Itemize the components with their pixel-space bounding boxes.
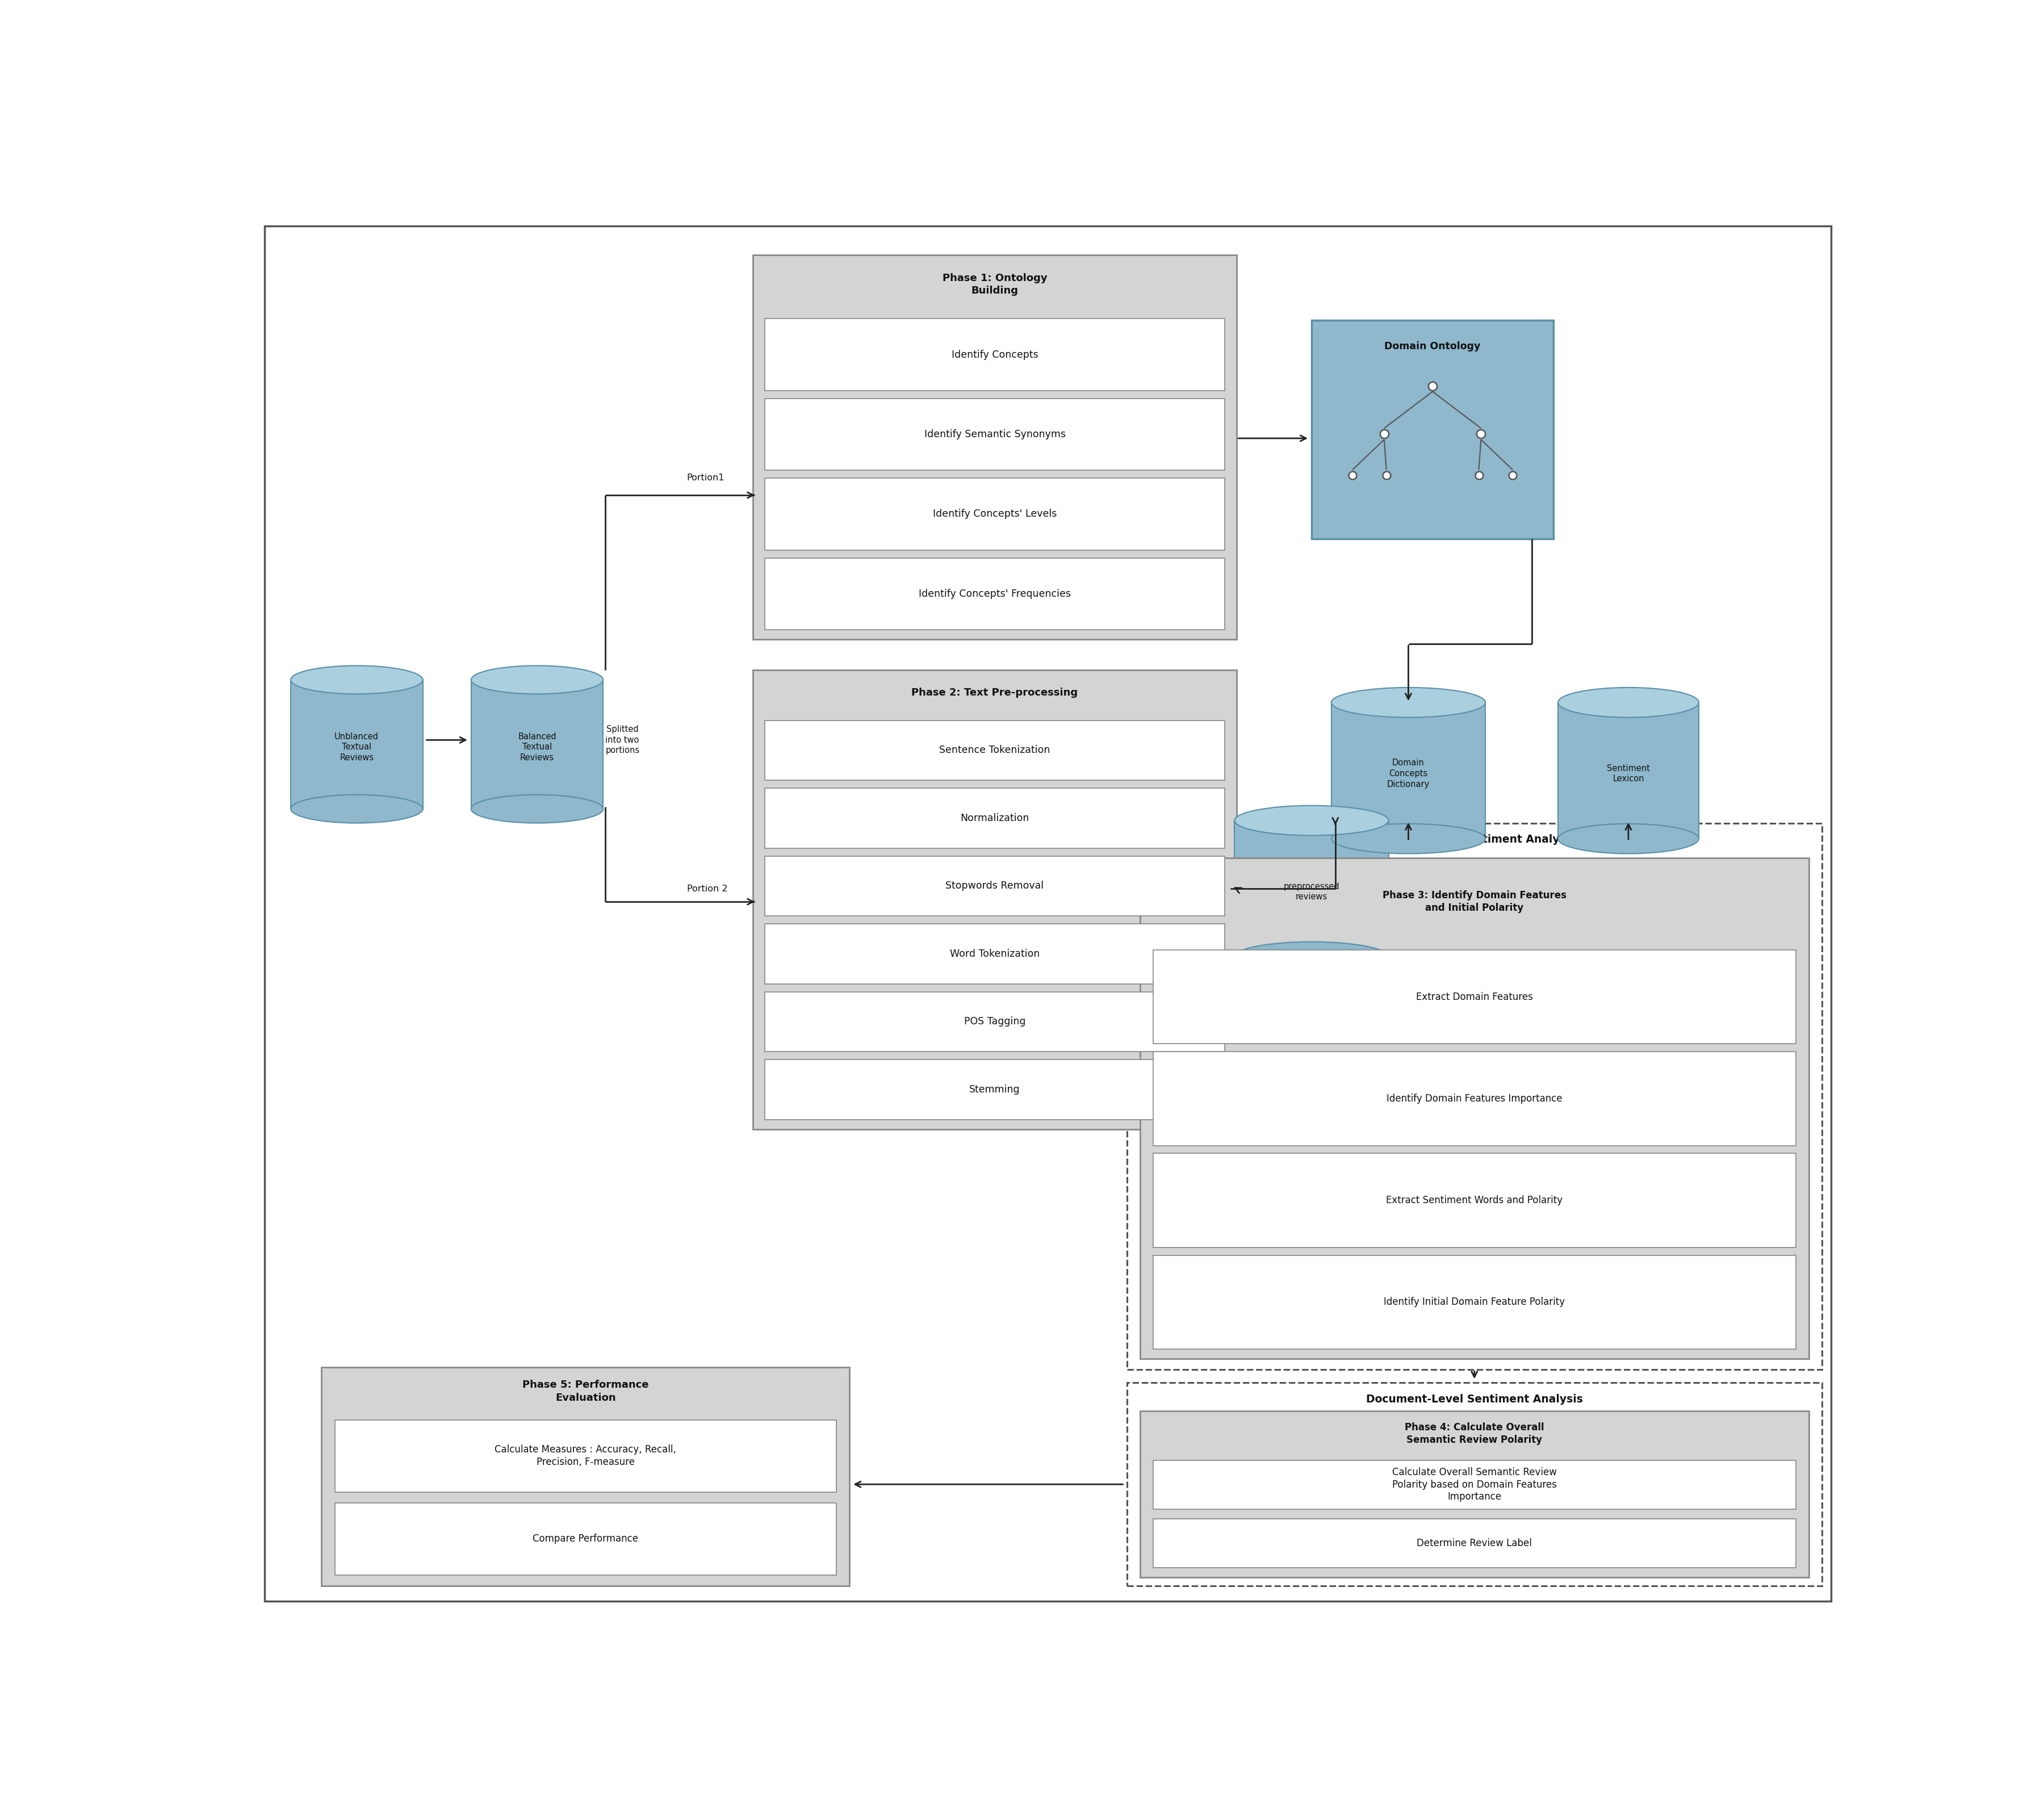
Text: Domain Ontology: Domain Ontology	[1384, 342, 1480, 351]
Bar	[1331, 702, 1486, 839]
Text: Unblanced
Textual
Reviews: Unblanced Textual Reviews	[335, 733, 378, 762]
Text: Domain
Concepts
Dictionary: Domain Concepts Dictionary	[1388, 758, 1429, 789]
Ellipse shape	[1331, 823, 1486, 854]
Bar	[1235, 821, 1388, 957]
Bar	[470, 680, 603, 809]
FancyBboxPatch shape	[1126, 1382, 1821, 1586]
Text: Calculate Measures : Accuracy, Recall,
Precision, F-measure: Calculate Measures : Accuracy, Recall, P…	[495, 1445, 677, 1467]
FancyBboxPatch shape	[335, 1420, 836, 1492]
Text: Compare Performance: Compare Performance	[533, 1534, 638, 1545]
Text: Normalization: Normalization	[961, 812, 1030, 823]
FancyBboxPatch shape	[1153, 1255, 1795, 1350]
Text: Sentiment
Lexicon: Sentiment Lexicon	[1607, 763, 1650, 783]
FancyBboxPatch shape	[1141, 1411, 1809, 1577]
FancyBboxPatch shape	[335, 1503, 836, 1576]
Ellipse shape	[1235, 805, 1388, 836]
Ellipse shape	[470, 794, 603, 823]
Text: Identify Concepts' Frequencies: Identify Concepts' Frequencies	[918, 588, 1071, 599]
FancyBboxPatch shape	[764, 478, 1224, 550]
Text: Identify Concepts' Levels: Identify Concepts' Levels	[932, 508, 1057, 519]
Ellipse shape	[1235, 942, 1388, 971]
Text: Portion1: Portion1	[687, 474, 724, 481]
Ellipse shape	[470, 666, 603, 695]
Text: Document-Level Sentiment Analysis: Document-Level Sentiment Analysis	[1365, 1395, 1582, 1404]
FancyBboxPatch shape	[1153, 1460, 1795, 1509]
Text: Determine Review Label: Determine Review Label	[1416, 1538, 1531, 1549]
FancyBboxPatch shape	[764, 789, 1224, 848]
Ellipse shape	[1558, 823, 1699, 854]
FancyBboxPatch shape	[1312, 320, 1553, 539]
Text: Extract Sentiment Words and Polarity: Extract Sentiment Words and Polarity	[1386, 1196, 1564, 1205]
FancyBboxPatch shape	[764, 991, 1224, 1051]
Text: Splitted
into two
portions: Splitted into two portions	[605, 725, 640, 754]
Text: Word Tokenization: Word Tokenization	[950, 948, 1040, 959]
Ellipse shape	[1558, 687, 1699, 718]
Text: Phase 5: Performance
Evaluation: Phase 5: Performance Evaluation	[523, 1380, 648, 1402]
Ellipse shape	[290, 666, 423, 695]
Text: Phase 2: Text Pre-processing: Phase 2: Text Pre-processing	[912, 687, 1077, 698]
Text: Phase 4: Calculate Overall
Semantic Review Polarity: Phase 4: Calculate Overall Semantic Revi…	[1404, 1422, 1543, 1445]
Text: Portion 2: Portion 2	[687, 885, 728, 894]
Text: preprocessed
reviews: preprocessed reviews	[1284, 883, 1339, 901]
Text: Feature-Level Sentiment Analysis: Feature-Level Sentiment Analysis	[1374, 834, 1576, 845]
Text: Balanced
Textual
Reviews: Balanced Textual Reviews	[517, 733, 556, 762]
FancyBboxPatch shape	[1153, 1051, 1795, 1145]
Bar	[1558, 702, 1699, 839]
Text: Identify Domain Features Importance: Identify Domain Features Importance	[1386, 1093, 1562, 1103]
FancyBboxPatch shape	[764, 924, 1224, 984]
FancyBboxPatch shape	[764, 856, 1224, 915]
Text: Identify Concepts: Identify Concepts	[950, 349, 1038, 360]
FancyBboxPatch shape	[752, 255, 1237, 639]
Text: Identify Initial Domain Feature Polarity: Identify Initial Domain Feature Polarity	[1384, 1297, 1566, 1308]
FancyBboxPatch shape	[764, 720, 1224, 780]
Text: Phase 1: Ontology
Building: Phase 1: Ontology Building	[942, 273, 1047, 297]
FancyBboxPatch shape	[1153, 950, 1795, 1044]
FancyBboxPatch shape	[1153, 1154, 1795, 1246]
FancyBboxPatch shape	[1126, 823, 1821, 1369]
FancyBboxPatch shape	[752, 669, 1237, 1129]
Text: Sentence Tokenization: Sentence Tokenization	[940, 745, 1051, 756]
Text: Phase 3: Identify Domain Features
and Initial Polarity: Phase 3: Identify Domain Features and In…	[1382, 890, 1566, 914]
FancyBboxPatch shape	[1153, 1520, 1795, 1568]
Text: Stopwords Removal: Stopwords Removal	[946, 881, 1044, 892]
Text: POS Tagging: POS Tagging	[965, 1017, 1026, 1028]
FancyBboxPatch shape	[764, 318, 1224, 391]
FancyBboxPatch shape	[321, 1368, 850, 1586]
Ellipse shape	[1331, 687, 1486, 718]
Text: Extract Domain Features: Extract Domain Features	[1416, 991, 1533, 1002]
Text: Identify Semantic Synonyms: Identify Semantic Synonyms	[924, 429, 1065, 440]
FancyBboxPatch shape	[1141, 857, 1809, 1359]
Ellipse shape	[290, 794, 423, 823]
Text: Calculate Overall Semantic Review
Polarity based on Domain Features
Importance: Calculate Overall Semantic Review Polari…	[1392, 1467, 1558, 1501]
FancyBboxPatch shape	[764, 557, 1224, 630]
Text: Stemming: Stemming	[969, 1084, 1020, 1094]
FancyBboxPatch shape	[764, 398, 1224, 470]
FancyBboxPatch shape	[764, 1060, 1224, 1120]
FancyBboxPatch shape	[264, 226, 1831, 1601]
Bar	[290, 680, 423, 809]
